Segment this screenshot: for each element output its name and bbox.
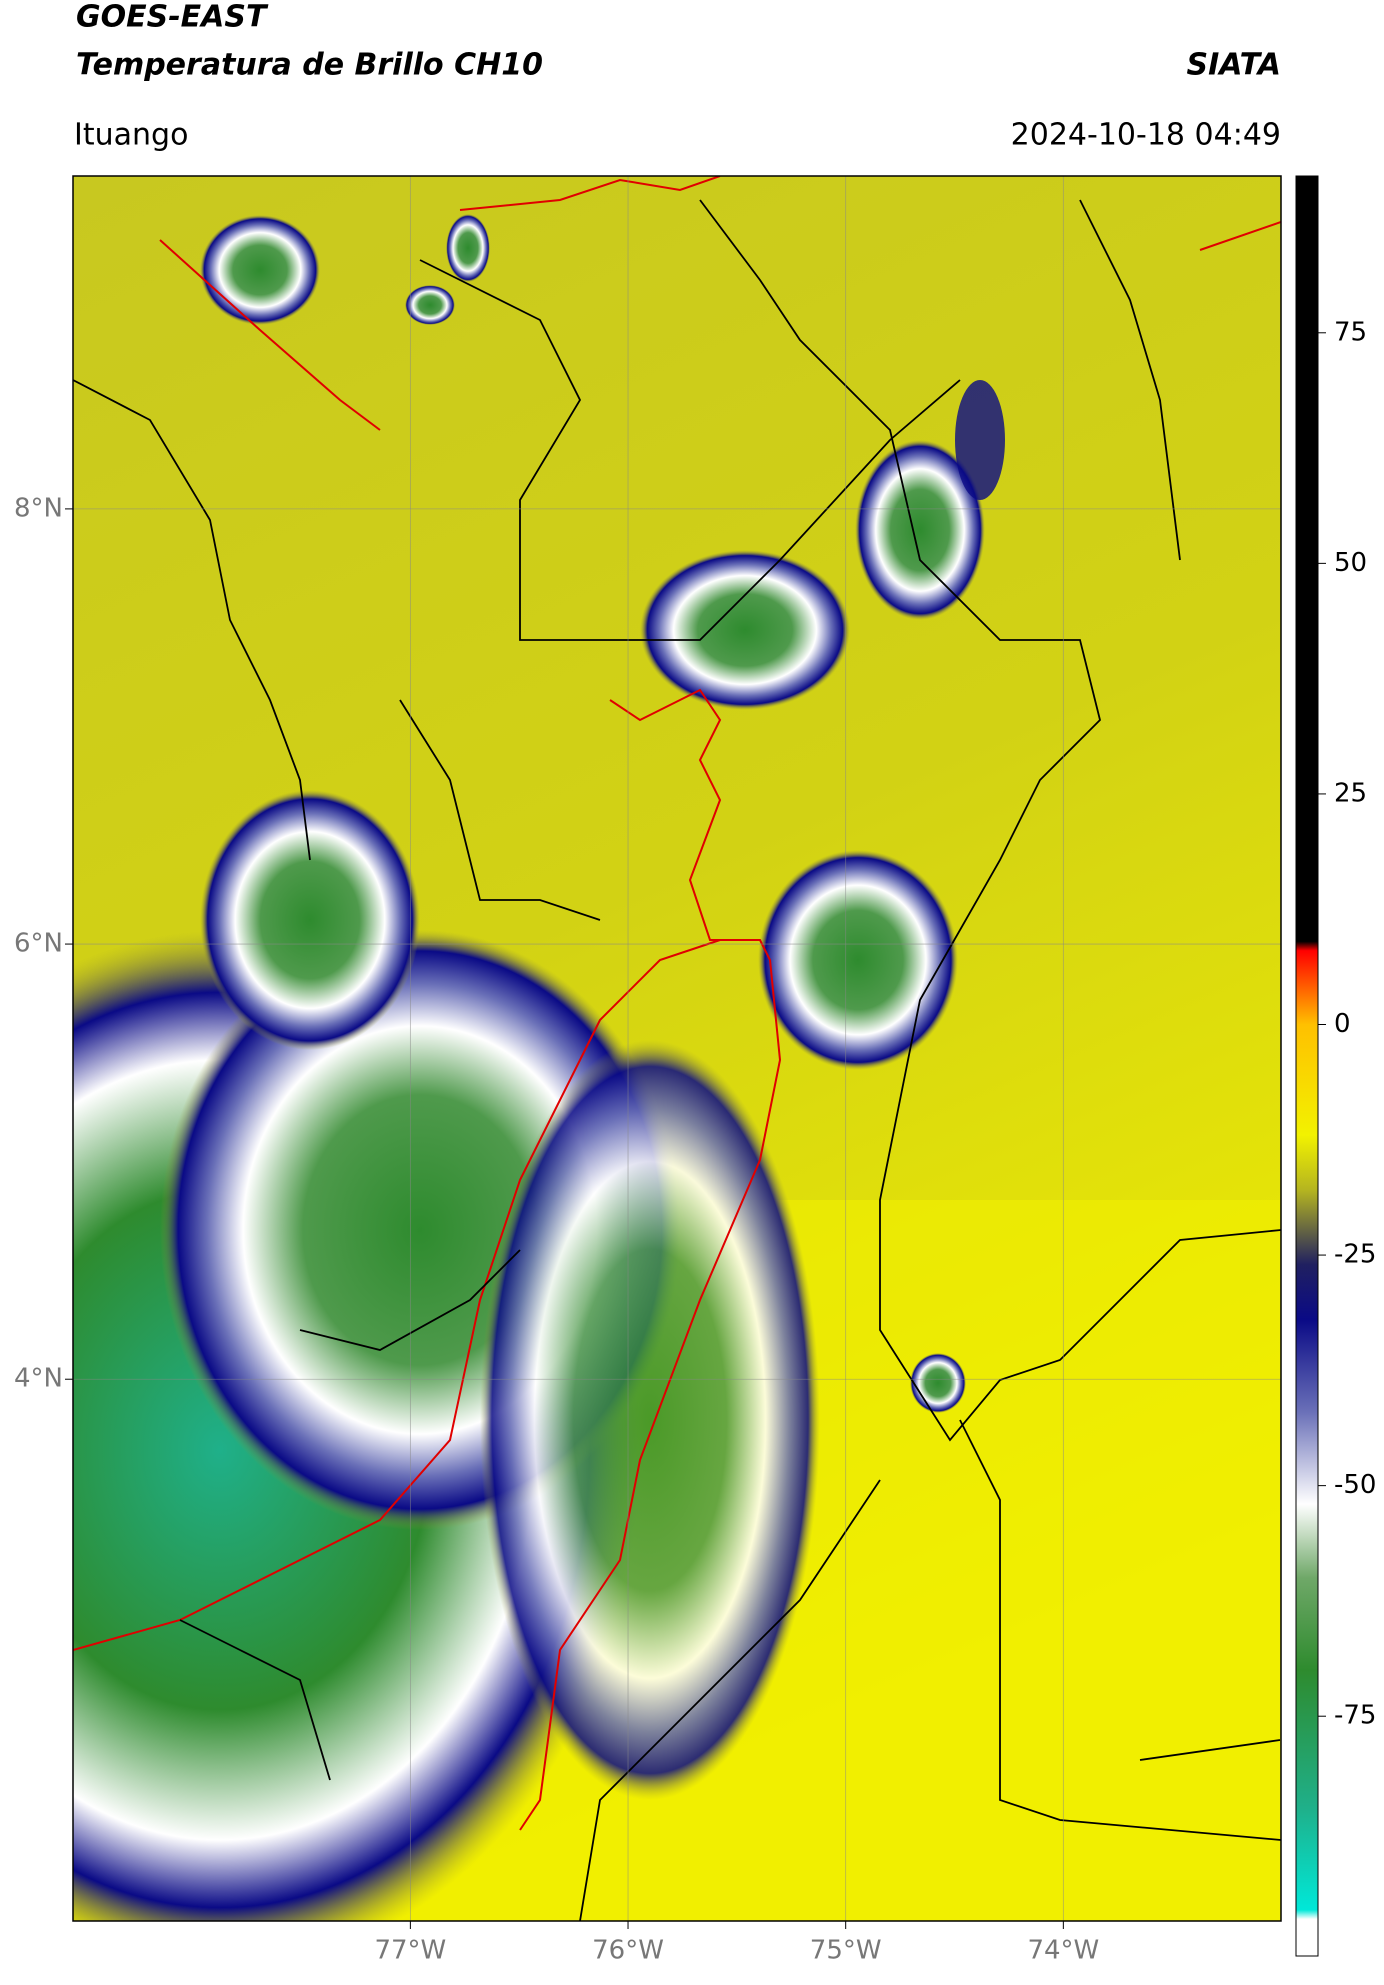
colorbar-tick-label: -50	[1334, 1470, 1376, 1500]
y-tick-label: 8°N	[14, 493, 63, 523]
colorbar-tick-label: -25	[1334, 1240, 1376, 1270]
x-tick-label: 74°W	[1027, 1936, 1099, 1966]
y-tick-label: 6°N	[14, 929, 63, 959]
title: GOES-EAST	[76, 0, 269, 35]
colorbar-tick-label: 25	[1334, 778, 1367, 808]
y-tick-label: 4°N	[14, 1364, 63, 1394]
colorbar-tick-label: -75	[1334, 1701, 1376, 1731]
x-tick-label: 75°W	[810, 1936, 882, 1966]
datetime: 2024-10-18 04:49	[1011, 118, 1281, 153]
x-tick-label: 76°W	[592, 1936, 664, 1966]
map-image	[73, 176, 1281, 1921]
colorbar	[1295, 175, 1319, 1957]
colorbar-tick-label: 75	[1334, 317, 1367, 347]
map-frame	[72, 175, 1282, 1922]
grid	[73, 176, 1281, 1921]
subtitle: Temperatura de Brillo CH10	[76, 48, 543, 83]
location: Ituango	[74, 118, 188, 153]
source: SIATA	[1187, 48, 1281, 83]
x-tick-label: 77°W	[374, 1936, 446, 1966]
colorbar-tick-label: 0	[1334, 1009, 1351, 1039]
colorbar-tick-label: 50	[1334, 548, 1367, 578]
